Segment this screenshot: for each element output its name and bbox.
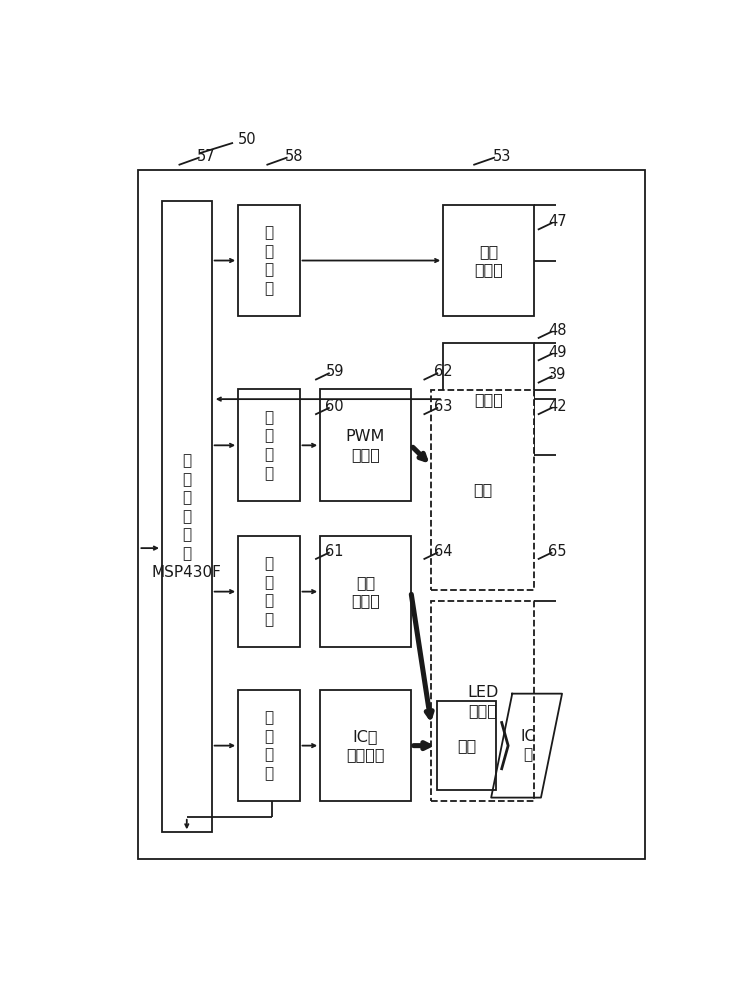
Text: 60: 60 — [325, 399, 344, 414]
Text: 59: 59 — [326, 364, 344, 379]
Text: 61: 61 — [326, 544, 344, 559]
Bar — [238, 536, 299, 647]
Bar — [432, 601, 534, 801]
Text: 光刷: 光刷 — [473, 482, 492, 497]
Text: 64: 64 — [434, 544, 452, 559]
Text: 液晶
显示屏: 液晶 显示屏 — [474, 244, 503, 277]
Text: 57: 57 — [197, 149, 215, 164]
Text: 低
功
耗
单
片
机
MSP430F: 低 功 耗 单 片 机 MSP430F — [152, 453, 222, 580]
Bar — [162, 201, 212, 832]
Bar — [320, 536, 411, 647]
Bar — [443, 343, 534, 455]
Bar — [238, 690, 299, 801]
Bar — [437, 701, 496, 790]
Bar — [432, 389, 534, 590]
Text: 天线: 天线 — [457, 738, 476, 753]
Text: 第
二
接
口: 第 二 接 口 — [265, 410, 274, 481]
Text: 第
四
接
口: 第 四 接 口 — [265, 710, 274, 781]
Text: 操作键: 操作键 — [474, 392, 503, 407]
Text: 58: 58 — [284, 149, 303, 164]
Text: 第
一
接
口: 第 一 接 口 — [265, 225, 274, 296]
Text: 63: 63 — [434, 399, 452, 414]
Bar — [320, 690, 411, 801]
Text: 50: 50 — [237, 132, 256, 147]
Text: 49: 49 — [548, 345, 566, 360]
Text: 62: 62 — [434, 364, 452, 379]
Text: 调光
控制器: 调光 控制器 — [351, 575, 380, 608]
Text: 47: 47 — [548, 214, 567, 229]
Text: IC
卡: IC 卡 — [520, 729, 535, 762]
Text: PWM
驱动器: PWM 驱动器 — [345, 429, 385, 462]
Text: 42: 42 — [548, 399, 567, 414]
Bar — [238, 205, 299, 316]
Text: 39: 39 — [548, 367, 566, 382]
Bar — [138, 170, 645, 859]
Bar — [443, 205, 534, 316]
Text: IC卡
射频控制: IC卡 射频控制 — [346, 729, 385, 762]
Bar — [238, 389, 299, 501]
Bar — [320, 389, 411, 501]
Text: 65: 65 — [548, 544, 566, 559]
Text: 第
三
接
口: 第 三 接 口 — [265, 556, 274, 627]
Text: LED
面光源: LED 面光源 — [467, 685, 498, 718]
Text: 48: 48 — [548, 323, 566, 338]
Text: 53: 53 — [492, 149, 511, 164]
